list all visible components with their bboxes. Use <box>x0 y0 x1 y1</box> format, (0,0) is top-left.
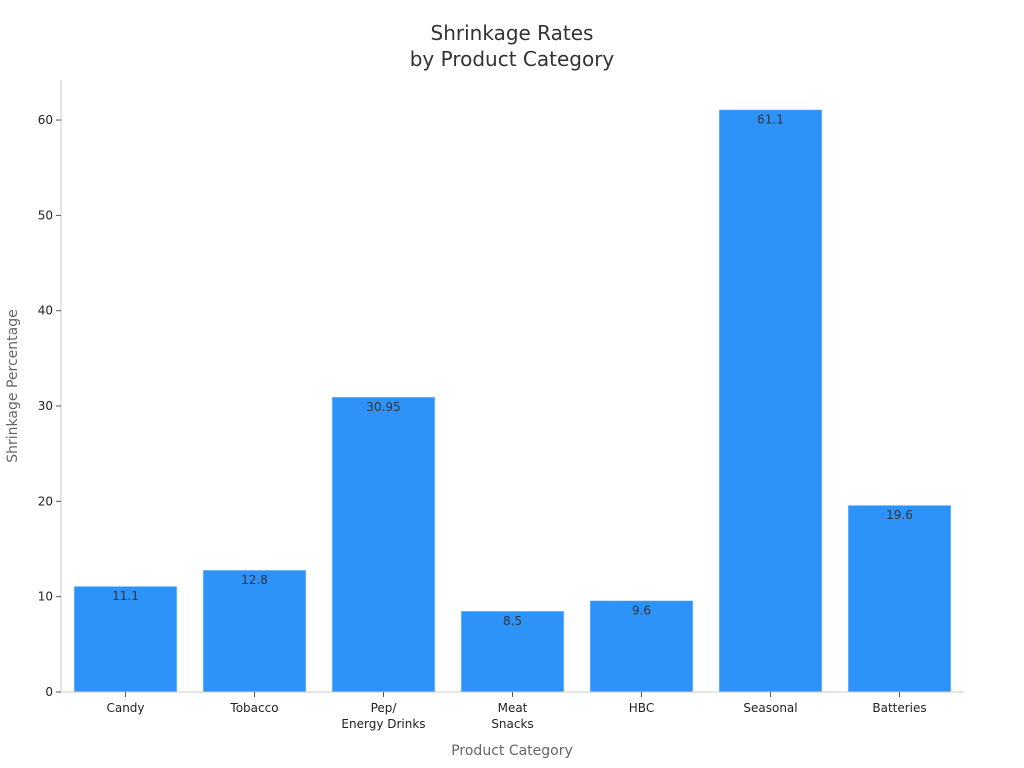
x-tick-label: Tobacco <box>229 701 278 715</box>
bar-value-label: 30.95 <box>366 400 400 414</box>
y-axis-title: Shrinkage Percentage <box>5 309 21 462</box>
plot-area: 11.1 12.8 30.95 8.5 9.6 61.1 19.6 0 10 20 30 40 50 6… <box>38 80 964 731</box>
bar-value-label: 9.6 <box>632 603 651 617</box>
x-tick-label: Pep/Energy Drinks <box>341 701 425 731</box>
bar-value-label: 8.5 <box>503 614 522 628</box>
y-tick-label: 40 <box>38 304 53 318</box>
x-tick-label: Candy <box>106 701 144 715</box>
bar-value-label: 11.1 <box>112 589 139 603</box>
x-tick-label: HBC <box>629 701 654 715</box>
bar <box>847 504 952 693</box>
bar-value-label: 19.6 <box>886 508 913 522</box>
y-tick-label: 10 <box>38 590 53 604</box>
bar-value-label: 12.8 <box>241 573 268 587</box>
chart-title-line: Shrinkage Rates <box>431 21 594 45</box>
data-labels: 11.1 12.8 30.95 8.5 9.6 61.1 19.6 <box>112 113 913 628</box>
x-tick-label: Seasonal <box>743 701 797 715</box>
chart-title-line: by Product Category <box>410 47 615 71</box>
x-tick-label: Meat Snacks <box>491 701 533 731</box>
bar <box>460 610 565 693</box>
bar <box>331 396 436 693</box>
bar <box>589 599 694 693</box>
x-axis-ticks: Candy Tobacco Pep/Energy Drinks Meat Snacks H… <box>106 692 927 731</box>
y-tick-label: 20 <box>38 494 53 508</box>
y-tick-label: 60 <box>38 113 53 127</box>
x-axis-title: Product Category <box>451 743 573 759</box>
y-tick-label: 50 <box>38 208 53 222</box>
y-tick-label: 0 <box>45 685 53 699</box>
bar-value-label: 61.1 <box>757 113 784 127</box>
bar <box>202 569 307 693</box>
y-tick-label: 30 <box>38 399 53 413</box>
bar <box>718 109 823 693</box>
x-tick-label: Batteries <box>872 701 926 715</box>
y-axis-ticks: 0 10 20 30 40 50 60 <box>38 113 61 699</box>
bar <box>73 585 178 693</box>
bars <box>73 109 952 693</box>
